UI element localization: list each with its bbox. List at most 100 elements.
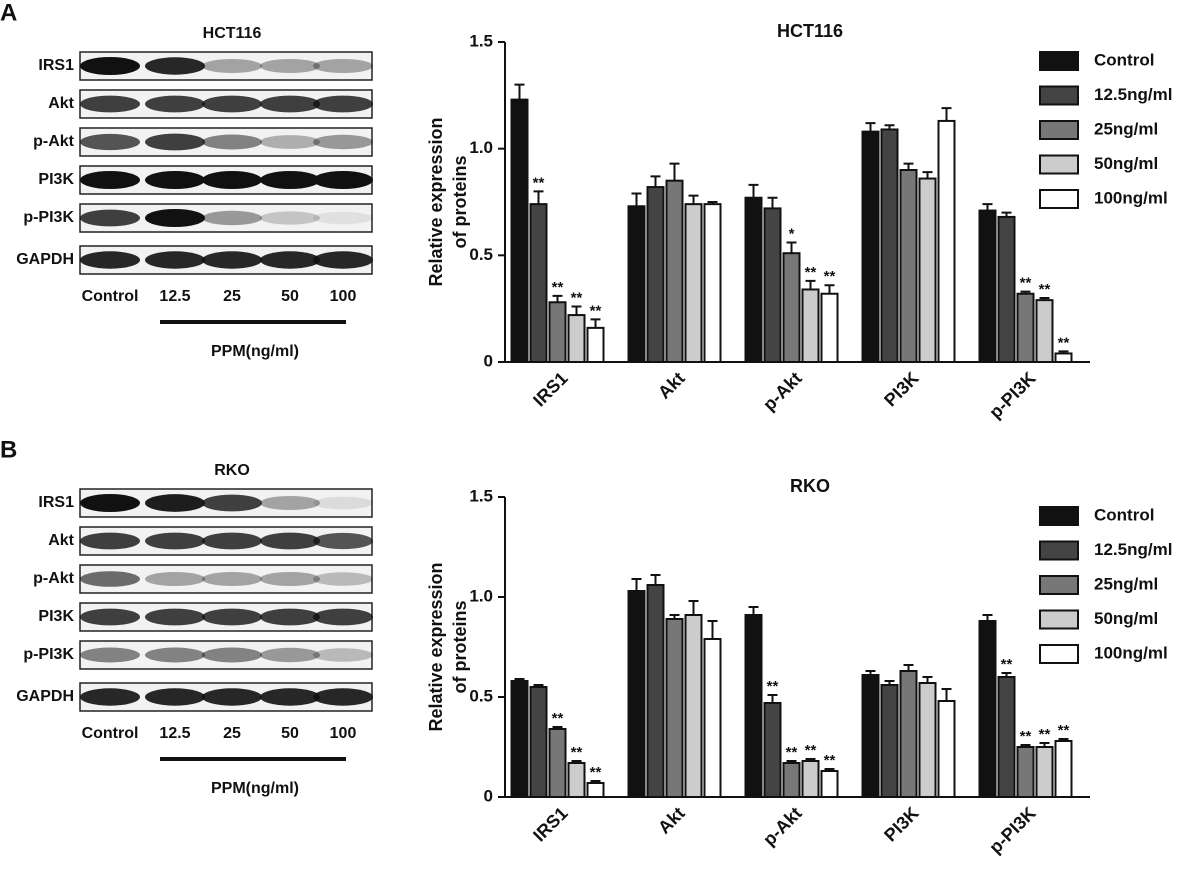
blot-band: [202, 494, 262, 512]
legend-label: Control: [1094, 505, 1154, 524]
significance: **: [1020, 275, 1032, 292]
bar: [1016, 746, 1035, 798]
blot-row-label: PI3K: [38, 171, 74, 188]
treatment-label: PPM(ng/ml): [211, 780, 299, 797]
significance: **: [1001, 656, 1013, 673]
blot-band: [202, 647, 262, 663]
error-bar: [922, 676, 933, 683]
lane-label: Control: [82, 725, 139, 742]
x-tick-label: p-Akt: [759, 803, 806, 850]
bar: [703, 638, 722, 798]
bar: [529, 203, 548, 363]
bar: [997, 215, 1016, 363]
error-bar: [748, 606, 759, 615]
error-bar: [805, 279, 816, 290]
blot-row-label: Akt: [48, 532, 74, 549]
chart-title: HCT116: [777, 21, 843, 41]
error-bar: [1020, 290, 1031, 294]
blot-band: [313, 171, 373, 189]
chart-title: RKO: [790, 476, 830, 496]
bar: [627, 205, 646, 363]
error-bar: [631, 192, 642, 207]
legend-label: 100ng/ml: [1094, 188, 1168, 207]
blot-band: [80, 57, 140, 75]
blot-row-label: p-PI3K: [23, 209, 74, 226]
significance: **: [805, 264, 817, 281]
bar: [899, 169, 918, 363]
lane-label: 100: [330, 725, 357, 742]
error-bar: [669, 614, 680, 619]
bar: [978, 620, 997, 798]
legend-label: 12.5ng/ml: [1094, 540, 1172, 559]
blot-band: [145, 57, 205, 75]
blot-band: [145, 571, 205, 587]
error-bar: [884, 124, 895, 130]
legend-label: 25ng/ml: [1094, 574, 1158, 593]
treatment-label: PPM(ng/ml): [211, 343, 299, 360]
blot-band: [80, 571, 140, 587]
legend-swatch: [1039, 51, 1079, 71]
legend-swatch: [1039, 85, 1079, 106]
error-bar: [571, 305, 582, 316]
legend-swatch: [1039, 120, 1079, 140]
significance: **: [824, 268, 836, 285]
bar: [586, 782, 605, 798]
y-tick-label: 0.5: [469, 686, 493, 705]
error-bar: [533, 684, 544, 687]
bar: [529, 686, 548, 798]
bar: [744, 196, 763, 363]
y-tick-label: 1.0: [469, 138, 493, 157]
error-bar: [1058, 738, 1069, 741]
blot-band: [260, 532, 320, 550]
y-axis-label: Relative expression: [426, 562, 446, 731]
blot-title: HCT116: [203, 25, 262, 42]
y-tick-label: 0: [484, 351, 493, 370]
bar: [646, 186, 665, 363]
significance: **: [1058, 722, 1070, 739]
blot-band: [80, 209, 140, 227]
bar: [937, 700, 956, 798]
error-bar: [941, 107, 952, 121]
bar: [567, 314, 586, 364]
bar: [782, 762, 801, 798]
bar: [684, 203, 703, 363]
blot-band: [260, 647, 320, 663]
bar: [918, 682, 937, 798]
error-bar: [805, 758, 816, 761]
blot-band: [145, 608, 205, 626]
error-bar: [669, 162, 680, 181]
significance: **: [571, 290, 583, 307]
bar: [665, 618, 684, 798]
significance: **: [571, 744, 583, 761]
bar: [548, 301, 567, 363]
y-tick-label: 0: [484, 786, 493, 805]
legend-swatch: [1039, 644, 1079, 664]
error-bar: [650, 175, 661, 188]
error-bar: [688, 194, 699, 205]
blot-row-label: PI3K: [38, 608, 74, 625]
significance: **: [767, 678, 779, 695]
error-bar: [767, 694, 778, 703]
bar: [880, 128, 899, 363]
blot-band: [202, 571, 262, 587]
significance: *: [789, 226, 795, 243]
blot-band: [313, 572, 373, 586]
bar: [801, 760, 820, 798]
blot-row-label: p-PI3K: [23, 646, 74, 663]
y-tick-label: 1.5: [469, 31, 493, 50]
significance: **: [1058, 334, 1070, 351]
blot-band: [145, 171, 205, 189]
blot-band: [260, 251, 320, 269]
blot-band: [260, 495, 320, 511]
significance: **: [1039, 281, 1051, 298]
error-bar: [1058, 350, 1069, 354]
bar: [997, 676, 1016, 798]
error-bar: [922, 171, 933, 179]
bar: [684, 614, 703, 798]
error-bar: [514, 83, 525, 100]
lane-label: 25: [223, 725, 241, 742]
lane-label: 12.5: [159, 725, 190, 742]
legend-swatch: [1039, 506, 1079, 526]
bar: [586, 326, 605, 364]
